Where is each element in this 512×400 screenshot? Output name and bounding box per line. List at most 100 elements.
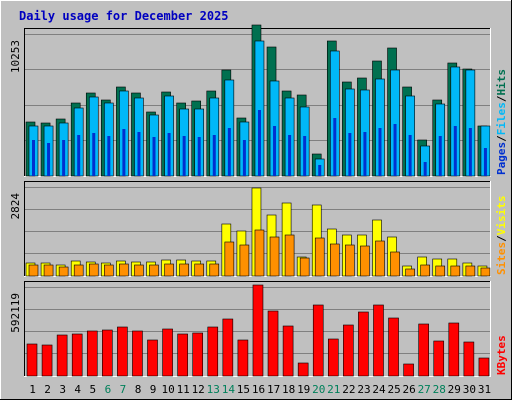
bar-sites-25 bbox=[390, 251, 400, 277]
bar-sites-23 bbox=[360, 245, 370, 277]
bar-pages-6 bbox=[107, 136, 111, 176]
bar-sites-6 bbox=[104, 264, 114, 277]
bar-pages-9 bbox=[152, 137, 156, 176]
bar-kbytes-26 bbox=[403, 363, 414, 377]
bar-pages-13 bbox=[212, 135, 216, 176]
x-tick-label: 8 bbox=[135, 383, 142, 396]
bar-kbytes-10 bbox=[162, 328, 173, 377]
bar-sites-10 bbox=[164, 263, 174, 277]
panel-kbytes: 592119 KBytes bbox=[9, 281, 508, 377]
chart-title: Daily usage for December 2025 bbox=[19, 9, 229, 23]
bar-kbytes-31 bbox=[478, 357, 490, 377]
bar-kbytes-27 bbox=[418, 323, 429, 377]
x-tick-label: 17 bbox=[267, 383, 280, 396]
bar-pages-17 bbox=[273, 126, 277, 176]
x-tick-label: 20 bbox=[312, 383, 325, 396]
bar-pages-1 bbox=[32, 140, 35, 176]
bar-sites-16 bbox=[254, 229, 265, 277]
bar-sites-7 bbox=[119, 263, 129, 277]
x-tick-label: 6 bbox=[105, 383, 112, 396]
bar-sites-20 bbox=[314, 237, 325, 277]
bar-kbytes-13 bbox=[207, 326, 219, 377]
bar-pages-24 bbox=[378, 128, 382, 176]
bar-pages-10 bbox=[167, 133, 171, 176]
legend-pages: Pages bbox=[495, 142, 508, 175]
bar-kbytes-9 bbox=[147, 339, 158, 377]
x-tick-label: 4 bbox=[74, 383, 81, 396]
bar-sites-26 bbox=[405, 268, 415, 277]
bar-sites-27 bbox=[420, 264, 430, 277]
x-tick-label: 15 bbox=[237, 383, 250, 396]
x-tick-label: 10 bbox=[161, 383, 174, 396]
legend-hits: Hits bbox=[495, 69, 508, 96]
bar-pages-11 bbox=[182, 136, 186, 176]
bar-sites-18 bbox=[284, 234, 295, 277]
bar-kbytes-5 bbox=[86, 330, 98, 377]
bar-kbytes-20 bbox=[312, 304, 324, 377]
x-tick-label: 24 bbox=[372, 383, 386, 396]
x-tick-label: 30 bbox=[463, 383, 476, 396]
legend-visits: Visits bbox=[495, 196, 508, 236]
panel-visits_sites: 2824 Sites/Visits bbox=[9, 181, 508, 277]
bar-kbytes-25 bbox=[388, 317, 399, 377]
legend-files: Files bbox=[495, 102, 508, 135]
y-max-label: 10253 bbox=[9, 40, 22, 73]
legend-separator: / bbox=[495, 95, 508, 102]
bar-pages-19 bbox=[303, 136, 307, 176]
bar-sites-11 bbox=[179, 263, 189, 277]
bar-sites-14 bbox=[224, 241, 235, 277]
x-tick-label: 27 bbox=[418, 383, 431, 396]
x-tick-label: 1 bbox=[29, 383, 36, 396]
bar-kbytes-22 bbox=[343, 324, 354, 377]
x-tick-label: 7 bbox=[120, 383, 127, 396]
x-tick-label: 18 bbox=[282, 383, 295, 396]
bar-pages-7 bbox=[122, 129, 126, 176]
y-legend-label: Pages/Files/Hits bbox=[495, 69, 508, 175]
bar-kbytes-28 bbox=[433, 340, 445, 377]
bar-pages-20 bbox=[318, 165, 322, 176]
x-tick-label: 16 bbox=[252, 383, 265, 396]
bar-pages-30 bbox=[468, 128, 472, 176]
x-tick-label: 31 bbox=[478, 383, 491, 396]
bar-pages-27 bbox=[423, 162, 427, 176]
bar-kbytes-8 bbox=[132, 330, 143, 377]
bar-sites-22 bbox=[345, 244, 355, 277]
bar-pages-5 bbox=[92, 133, 96, 176]
y-legend-label: KBytes bbox=[495, 335, 508, 375]
bar-pages-29 bbox=[453, 126, 457, 176]
x-tick-label: 23 bbox=[357, 383, 370, 396]
y-legend-label: Sites/Visits bbox=[495, 196, 508, 276]
bar-kbytes-7 bbox=[117, 326, 128, 377]
bar-kbytes-24 bbox=[373, 304, 384, 377]
bar-pages-28 bbox=[438, 136, 442, 176]
bar-sites-13 bbox=[209, 263, 220, 277]
bar-kbytes-1 bbox=[26, 343, 38, 377]
bar-kbytes-29 bbox=[448, 322, 460, 377]
bar-kbytes-12 bbox=[192, 332, 204, 377]
x-tick-label: 14 bbox=[222, 383, 236, 396]
bar-sites-5 bbox=[88, 263, 99, 277]
bar-sites-30 bbox=[465, 265, 476, 277]
bar-pages-25 bbox=[393, 124, 397, 176]
legend-separator: / bbox=[495, 135, 508, 142]
bar-sites-12 bbox=[194, 263, 205, 277]
x-tick-label: 3 bbox=[59, 383, 66, 396]
bar-pages-22 bbox=[348, 133, 352, 176]
bar-pages-18 bbox=[288, 135, 292, 176]
bar-sites-1 bbox=[28, 264, 39, 277]
bar-pages-12 bbox=[197, 137, 201, 176]
bar-kbytes-30 bbox=[463, 341, 475, 377]
legend-kbytes: KBytes bbox=[495, 335, 508, 375]
bar-sites-19 bbox=[299, 257, 310, 277]
bar-sites-2 bbox=[43, 264, 54, 277]
bar-kbytes-15 bbox=[237, 339, 249, 377]
bar-sites-3 bbox=[58, 266, 69, 277]
bar-sites-8 bbox=[134, 264, 144, 277]
x-tick-label: 19 bbox=[297, 383, 310, 396]
bar-pages-2 bbox=[47, 143, 51, 176]
x-axis-labels: 1 2 3 4 5 6 7 8 9 10 11 12 13 14 15 16 17 18 19 20 21 22 23 24 2… bbox=[29, 383, 491, 396]
bar-kbytes-3 bbox=[56, 334, 68, 377]
bar-kbytes-17 bbox=[267, 310, 279, 377]
bar-pages-8 bbox=[137, 132, 141, 176]
